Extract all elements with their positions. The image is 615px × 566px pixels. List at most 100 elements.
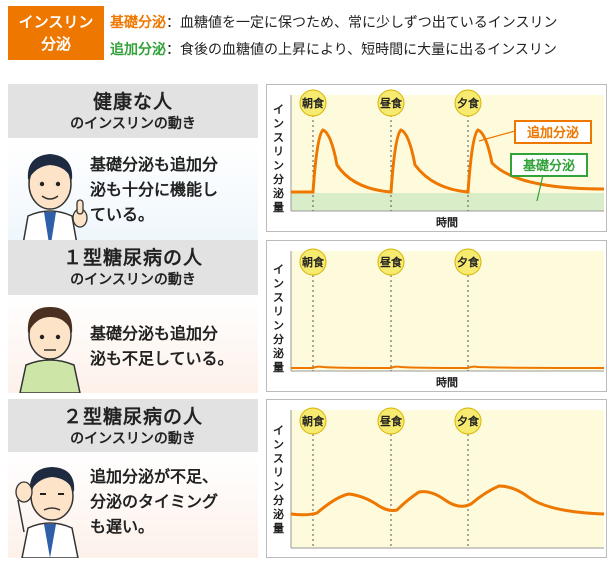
y-label-char: イ [273, 103, 284, 116]
bolus-definition: 追加分泌：食後の血糖値の上昇により、短時間に大量に出るインスリン [110, 39, 557, 59]
y-label-char: ン [273, 117, 284, 130]
meal-label: 昼食 [379, 414, 403, 428]
bolus-callout-box [514, 120, 592, 144]
y-label-char: ン [273, 277, 284, 290]
badge-line-1: インスリン [18, 13, 94, 31]
breakfast-marker: 朝食 [299, 248, 327, 276]
section-title: ２型糖尿病の人 [62, 406, 203, 428]
note-text: 基礎分泌も追加分 泌も不足している。 [90, 321, 234, 371]
meal-label: 朝食 [302, 414, 325, 428]
section-subtitle: のインスリンの動き [70, 431, 196, 447]
basal-desc: ：血糖値を一定に保つため、常に少しずつ出ているインスリン [166, 15, 558, 31]
y-label-char: 泌 [273, 507, 284, 521]
y-label-char: 泌 [273, 346, 284, 360]
bolus-callout-line [478, 130, 516, 142]
lunch-marker: 昼食 [377, 407, 405, 435]
y-label-char: ス [273, 452, 284, 465]
section-healthy-note: 基礎分泌も追加分 泌も十分に機能し ている。 [8, 138, 258, 250]
basal-key: 基礎分泌 [110, 15, 166, 31]
basal-callout-box [510, 153, 588, 177]
section-healthy-title-box: 健康な人 のインスリンの動き [8, 84, 258, 138]
section-subtitle: のインスリンの動き [70, 272, 196, 288]
section-title: １型糖尿病の人 [62, 247, 203, 269]
worried-man-icon [19, 307, 81, 393]
troubled-man-hand-on-head-icon [15, 467, 79, 558]
y-axis-label: イ ン ス リ ン 分 泌 量 [273, 103, 284, 214]
section-type1-note: 基礎分泌も追加分 泌も不足している。 [8, 295, 258, 393]
y-label-char: ン [273, 438, 284, 451]
type2-chart-panel: イ ン ス リ ン 分 泌 量 朝食 昼食 夕食 [266, 399, 607, 558]
chart-background [291, 251, 604, 371]
y-label-char: リ [273, 145, 284, 158]
y-label-char: 量 [273, 361, 284, 374]
y-label-char: 泌 [273, 186, 284, 200]
y-label-char: 分 [273, 493, 284, 507]
insulin-curve [291, 365, 605, 370]
section-type2-note: 追加分泌が不足、 分泌のタイミング も遅い。 [8, 452, 258, 558]
meal-label: 朝食 [302, 255, 325, 269]
breakfast-marker: 朝食 [299, 89, 327, 117]
meal-label: 昼食 [379, 96, 403, 110]
y-label-char: ン [273, 159, 284, 172]
type1-insulin-chart: イ ン ス リ ン 分 泌 量 朝食 昼食 夕食 時間 [273, 248, 605, 389]
y-label-char: 量 [273, 522, 284, 535]
note-line: 基礎分泌も追加分 [90, 155, 219, 174]
dinner-marker: 夕食 [454, 407, 482, 435]
y-label-char: ン [273, 480, 284, 493]
y-label-char: リ [273, 305, 284, 318]
meal-label: 昼食 [379, 255, 403, 269]
section-type2-title-box: ２型糖尿病の人 のインスリンの動き [8, 399, 258, 452]
y-label-char: 分 [273, 332, 284, 346]
note-text: 基礎分泌も追加分 泌も十分に機能し ている。 [90, 152, 218, 227]
y-label-char: リ [273, 466, 284, 479]
section-type1-title-box: １型糖尿病の人 のインスリンの動き [8, 240, 258, 295]
breakfast-marker: 朝食 [299, 407, 327, 435]
type2-insulin-chart: イ ン ス リ ン 分 泌 量 朝食 昼食 夕食 [273, 407, 605, 549]
bolus-key: 追加分泌 [110, 42, 166, 58]
note-line: 泌も十分に機能し [90, 180, 219, 199]
insulin-curve [291, 128, 605, 194]
lunch-marker: 昼食 [377, 89, 405, 117]
dinner-marker: 夕食 [454, 89, 482, 117]
note-line: ている。 [90, 205, 155, 224]
lunch-marker: 昼食 [377, 248, 405, 276]
basal-callout-label: 基礎分泌 [522, 158, 575, 174]
y-axis-label: イ ン ス リ ン 分 泌 量 [273, 263, 284, 374]
section-subtitle: のインスリンの動き [70, 116, 196, 132]
y-label-char: 分 [273, 172, 284, 186]
bolus-callout-label: 追加分泌 [527, 125, 579, 141]
y-label-char: ン [273, 319, 284, 332]
dinner-marker: 夕食 [454, 248, 482, 276]
insulin-curve [290, 484, 605, 517]
meal-label: 夕食 [457, 414, 480, 428]
type1-chart-panel: イ ン ス リ ン 分 泌 量 朝食 昼食 夕食 時間 [266, 240, 607, 392]
badge-line-2: 分泌 [40, 35, 71, 53]
y-label-char: イ [273, 424, 284, 437]
basal-definition: 基礎分泌：血糖値を一定に保つため、常に少しずつ出ているインスリン [110, 12, 557, 32]
y-label-char: ス [273, 131, 284, 144]
note-line: 分泌のタイミング [90, 492, 219, 511]
basal-callout-line [536, 174, 544, 202]
chart-background [291, 410, 604, 548]
x-axis-label: 時間 [436, 375, 458, 389]
y-label-char: ス [273, 291, 284, 304]
note-line: 基礎分泌も追加分 [90, 324, 219, 343]
meal-label: 夕食 [457, 96, 480, 110]
y-label-char: イ [273, 263, 284, 276]
y-label-char: 量 [273, 201, 284, 214]
smiling-man-thumbs-up-icon [21, 154, 88, 250]
meal-label: 夕食 [457, 255, 480, 269]
note-line: 泌も不足している。 [90, 349, 234, 368]
note-text: 追加分泌が不足、 分泌のタイミング も遅い。 [90, 464, 218, 539]
note-line: も遅い。 [90, 517, 155, 536]
note-line: 追加分泌が不足、 [90, 467, 219, 486]
insulin-secretion-badge: インスリン 分泌 [8, 6, 104, 60]
basal-band [291, 193, 604, 211]
x-axis-label: 時間 [436, 215, 458, 229]
y-axis-label: イ ン ス リ ン 分 泌 量 [273, 424, 284, 535]
bolus-desc: ：食後の血糖値の上昇により、短時間に大量に出るインスリン [166, 42, 557, 58]
healthy-chart-panel: イ ン ス リ ン 分 泌 量 朝食 昼食 夕食 追加分泌 基礎分泌 時間 [266, 84, 607, 232]
healthy-insulin-chart: イ ン ス リ ン 分 泌 量 朝食 昼食 夕食 追加分泌 基礎分泌 時間 [273, 89, 605, 229]
meal-label: 朝食 [302, 96, 325, 110]
section-title: 健康な人 [92, 91, 173, 113]
